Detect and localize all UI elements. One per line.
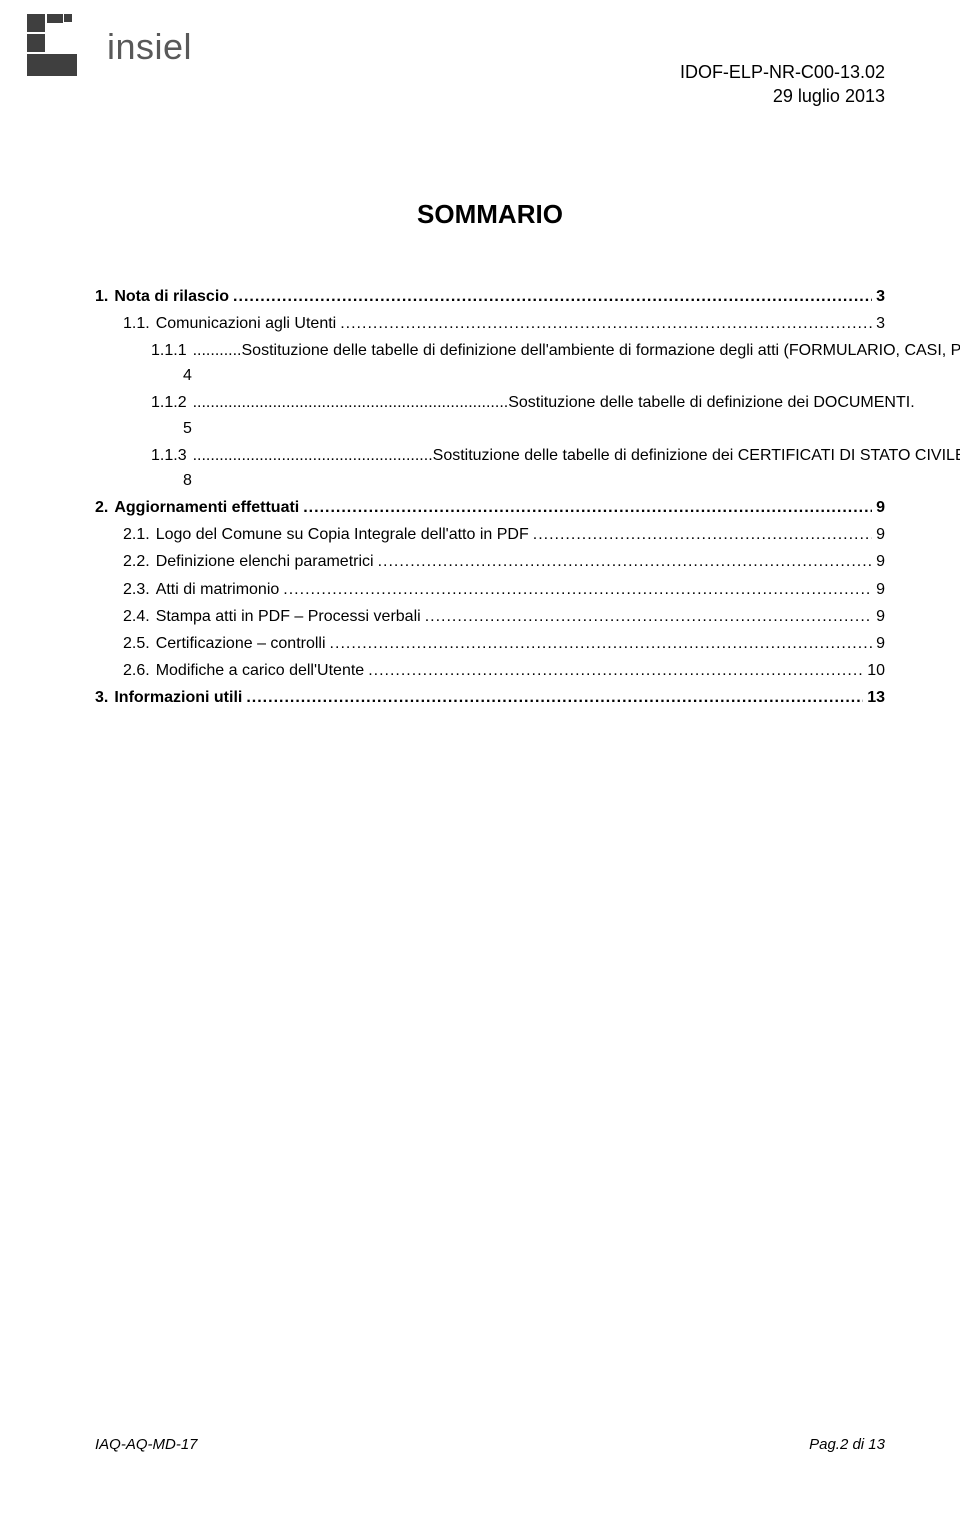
toc-label: Nota di rilascio	[114, 285, 229, 308]
toc-number: 1.1.1	[151, 339, 187, 362]
toc-label: Sostituzione delle tabelle di definizion…	[508, 391, 914, 414]
toc-leading-dots: ........................................…	[193, 391, 509, 414]
toc-leading-dots: ...........	[193, 339, 242, 362]
toc-dots	[233, 285, 872, 308]
page-header: insiel IDOF-ELP-NR-C00-13.02 29 luglio 2…	[95, 60, 885, 109]
toc-number: 2.3.	[123, 578, 150, 601]
toc-number: 1.1.3	[151, 444, 187, 467]
toc-page: 3	[876, 312, 885, 335]
toc-wrap-line: 8	[95, 469, 885, 492]
toc-dots	[425, 605, 872, 628]
toc-page: 3	[876, 285, 885, 308]
toc-entry: 2.5. Certificazione – controlli 9	[95, 632, 885, 655]
toc-entry: 1. Nota di rilascio 3	[95, 285, 885, 308]
toc-number: 2.6.	[123, 659, 150, 682]
toc-number: 1.1.2	[151, 391, 187, 414]
toc-entry: 2.6. Modifiche a carico dell'Utente 10	[95, 659, 885, 682]
toc-entry: 2. Aggiornamenti effettuati 9	[95, 496, 885, 519]
logo-block: insiel	[25, 12, 192, 82]
toc-number: 1.	[95, 285, 108, 308]
footer-left: IAQ-AQ-MD-17	[95, 1436, 198, 1453]
toc-number: 1.1.	[123, 312, 150, 335]
toc-page: 13	[867, 686, 885, 709]
toc-dots	[533, 523, 872, 546]
toc-label: Modifiche a carico dell'Utente	[156, 659, 365, 682]
toc-leading-dots: ........................................…	[193, 444, 433, 467]
toc-page: 9	[876, 496, 885, 519]
toc-dots	[340, 312, 872, 335]
toc-dots	[330, 632, 873, 655]
toc-label: Aggiornamenti effettuati	[114, 496, 299, 519]
toc-entry: 1.1.1 ........... Sostituzione delle tab…	[95, 339, 885, 362]
toc-label: Sostituzione delle tabelle di definizion…	[242, 339, 960, 362]
toc-number: 2.4.	[123, 605, 150, 628]
toc-entry: 3. Informazioni utili 13	[95, 686, 885, 709]
footer-right: Pag.2 di 13	[809, 1436, 885, 1453]
toc-label: Stampa atti in PDF – Processi verbali	[156, 605, 421, 628]
toc-number: 2.5.	[123, 632, 150, 655]
toc-entry: 2.1. Logo del Comune su Copia Integrale d…	[95, 523, 885, 546]
doc-date: 29 luglio 2013	[680, 84, 885, 108]
toc-dots	[368, 659, 863, 682]
toc-page: 9	[876, 523, 885, 546]
toc-entry: 2.4. Stampa atti in PDF – Processi verbal…	[95, 605, 885, 628]
toc-number: 3.	[95, 686, 108, 709]
toc-entry: 1.1.2 ..................................…	[95, 391, 885, 414]
header-meta: IDOF-ELP-NR-C00-13.02 29 luglio 2013	[680, 60, 885, 109]
toc-label: Sostituzione delle tabelle di definizion…	[433, 444, 960, 467]
company-logo-icon	[25, 12, 95, 82]
toc-page: 10	[867, 659, 885, 682]
toc-dots	[246, 686, 863, 709]
logo-text: insiel	[107, 26, 192, 68]
toc-wrap-line: 5	[95, 417, 885, 440]
toc-entry: 2.3. Atti di matrimonio 9	[95, 578, 885, 601]
toc-dots	[378, 550, 873, 573]
toc-label: Informazioni utili	[114, 686, 242, 709]
page-title: SOMMARIO	[95, 199, 885, 230]
document-page: insiel IDOF-ELP-NR-C00-13.02 29 luglio 2…	[0, 0, 960, 1515]
toc-number: 2.1.	[123, 523, 150, 546]
toc-label: Certificazione – controlli	[156, 632, 326, 655]
toc-label: Comunicazioni agli Utenti	[156, 312, 337, 335]
toc-page: 9	[876, 550, 885, 573]
toc-entry: 1.1.3 ..................................…	[95, 444, 885, 467]
page-footer: IAQ-AQ-MD-17 Pag.2 di 13	[95, 1436, 885, 1453]
toc-page: 9	[876, 632, 885, 655]
doc-code: IDOF-ELP-NR-C00-13.02	[680, 60, 885, 84]
table-of-contents: 1. Nota di rilascio 3 1.1. Comunicazioni agl…	[95, 285, 885, 710]
toc-label: Definizione elenchi parametrici	[156, 550, 374, 573]
toc-page: 9	[876, 605, 885, 628]
toc-number: 2.	[95, 496, 108, 519]
toc-dots	[303, 496, 872, 519]
toc-wrap-line: 4	[95, 364, 885, 387]
toc-entry: 1.1. Comunicazioni agli Utenti 3	[95, 312, 885, 335]
toc-label: Logo del Comune su Copia Integrale dell'…	[156, 523, 529, 546]
toc-entry: 2.2. Definizione elenchi parametrici 9	[95, 550, 885, 573]
toc-dots	[283, 578, 872, 601]
toc-label: Atti di matrimonio	[156, 578, 280, 601]
toc-number: 2.2.	[123, 550, 150, 573]
toc-page: 9	[876, 578, 885, 601]
